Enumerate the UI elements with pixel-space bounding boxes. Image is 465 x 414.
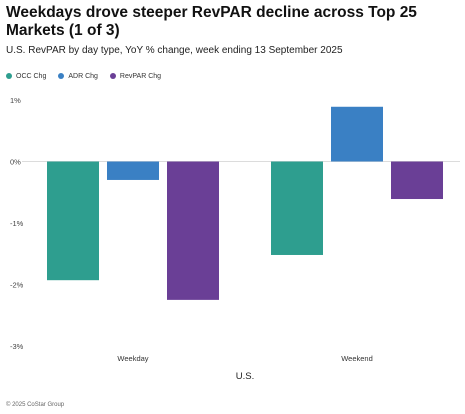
bar-adr-chg-weekend <box>331 106 383 162</box>
legend-label-adr: ADR Chg <box>68 72 98 80</box>
bar-adr-chg-weekday <box>107 161 159 180</box>
bar-occ-chg-weekend <box>271 161 323 255</box>
legend-swatch-adr <box>58 73 65 79</box>
y-tick-label: -3% <box>10 342 24 351</box>
y-tick-label: -2% <box>10 281 24 290</box>
x-axis-label: U.S. <box>236 371 254 382</box>
x-tick-label: Weekday <box>117 354 148 363</box>
x-tick-label: Weekend <box>341 354 373 363</box>
y-tick-label: 1% <box>10 96 21 105</box>
legend-item-adr: ADR Chg <box>58 73 98 80</box>
legend-item-revpar: RevPAR Chg <box>109 72 162 80</box>
legend-item-occ: OCC Chg <box>6 73 46 80</box>
chart-legend: OCC Chg ADR Chg RevPAR Chg <box>6 70 161 82</box>
y-tick-label: 0% <box>10 158 21 167</box>
bar-occ-chg-weekday <box>47 161 99 281</box>
legend-label-occ: OCC Chg <box>16 72 47 80</box>
chart-subtitle: U.S. RevPAR by day type, YoY % change, w… <box>6 45 343 56</box>
legend-swatch-occ <box>6 73 12 79</box>
bar-revpar-chg-weekday <box>167 161 219 300</box>
copyright-footer: © 2025 CoStar Group <box>6 402 65 408</box>
y-tick-label: -1% <box>10 219 24 228</box>
legend-label-revpar: RevPAR Chg <box>119 72 162 80</box>
chart-title: Weekdays drove steeper RevPAR decline ac… <box>6 4 417 39</box>
bar-revpar-chg-weekend <box>391 161 443 200</box>
legend-swatch-revpar <box>109 73 116 79</box>
